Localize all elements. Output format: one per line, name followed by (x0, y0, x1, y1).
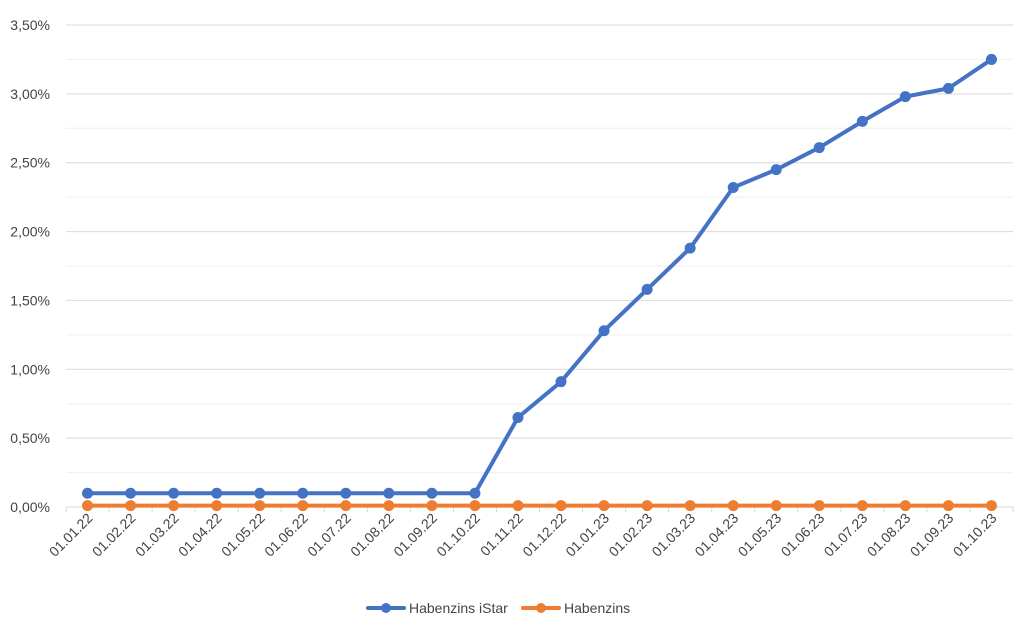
data-point (426, 500, 438, 512)
y-tick-label: 3,50% (10, 17, 50, 33)
legend: Habenzins iStar Habenzins (366, 600, 630, 616)
data-point (598, 325, 610, 337)
data-point (383, 487, 395, 499)
x-tick-label: 01.06.22 (261, 510, 311, 560)
data-point (211, 487, 223, 499)
x-tick-label: 01.07.22 (304, 510, 354, 560)
data-point (469, 487, 481, 499)
x-tick-label: 01.12.22 (519, 510, 569, 560)
x-tick-label: 01.10.23 (950, 510, 1000, 560)
data-point (770, 164, 782, 176)
data-point (340, 500, 352, 512)
legend-label: Habenzins iStar (409, 600, 508, 616)
x-tick-label: 01.02.22 (89, 510, 139, 560)
data-point (813, 142, 825, 154)
data-point (254, 487, 266, 499)
x-tick-label: 01.10.22 (433, 510, 483, 560)
gridlines (66, 24, 1013, 474)
data-point (512, 500, 524, 512)
x-tick-label: 01.08.23 (864, 510, 914, 560)
data-point (82, 487, 94, 499)
x-tick-label: 01.07.23 (821, 510, 871, 560)
x-tick-label: 01.05.23 (735, 510, 785, 560)
y-tick-label: 2,00% (10, 224, 50, 240)
x-tick-label: 01.09.23 (907, 510, 957, 560)
data-point (340, 487, 352, 499)
data-point (598, 500, 610, 512)
data-point (168, 487, 180, 499)
data-point (82, 500, 94, 512)
data-point (426, 487, 438, 499)
data-point (125, 500, 137, 512)
data-point (942, 82, 954, 94)
data-point (899, 500, 911, 512)
x-tick-label: 01.02.23 (605, 510, 655, 560)
data-point (684, 500, 696, 512)
data-point (297, 487, 309, 499)
data-point (555, 376, 567, 388)
data-point (125, 487, 137, 499)
data-point (641, 283, 653, 295)
legend-item: Habenzins (521, 600, 630, 616)
x-tick-label: 01.08.22 (347, 510, 397, 560)
x-axis (65, 506, 1014, 512)
series-0 (82, 53, 997, 499)
x-tick-label: 01.09.22 (390, 510, 440, 560)
data-point (684, 242, 696, 254)
y-tick-label: 1,50% (10, 292, 50, 308)
data-point (641, 500, 653, 512)
data-point (985, 500, 997, 512)
data-point (168, 500, 180, 512)
series-1 (82, 500, 997, 512)
data-point (254, 500, 266, 512)
y-tick-label: 0,00% (10, 499, 50, 515)
data-point (942, 500, 954, 512)
x-tick-label: 01.04.23 (691, 510, 741, 560)
x-tick-label: 01.03.22 (132, 510, 182, 560)
y-tick-label: 0,50% (10, 430, 50, 446)
data-point (555, 500, 567, 512)
legend-label: Habenzins (564, 600, 630, 616)
legend-swatch-marker (381, 603, 391, 613)
data-point (211, 500, 223, 512)
data-point (856, 500, 868, 512)
x-tick-label: 01.06.23 (778, 510, 828, 560)
x-tick-label: 01.04.22 (175, 510, 225, 560)
legend-swatch-marker (536, 603, 546, 613)
data-point (770, 500, 782, 512)
series-group (82, 53, 997, 512)
x-tick-label: 01.11.22 (477, 510, 526, 559)
series-line (85, 57, 994, 496)
x-tick-label: 01.03.23 (648, 510, 698, 560)
data-point (813, 500, 825, 512)
data-point (856, 115, 868, 127)
legend-item: Habenzins iStar (366, 600, 508, 616)
data-point (727, 182, 739, 194)
x-tick-label: 01.01.23 (562, 510, 612, 560)
data-point (899, 91, 911, 103)
data-point (297, 500, 309, 512)
data-point (469, 500, 481, 512)
y-tick-label: 3,00% (10, 86, 50, 102)
data-point (985, 53, 997, 65)
y-tick-label: 2,50% (10, 155, 50, 171)
data-point (512, 411, 524, 423)
data-point (727, 500, 739, 512)
x-tick-label: 01.01.22 (46, 510, 96, 560)
y-tick-label: 1,00% (10, 361, 50, 377)
x-axis-tick-labels: 01.01.2201.02.2201.03.2201.04.2201.05.22… (46, 510, 1000, 560)
data-point (383, 500, 395, 512)
x-tick-label: 01.05.22 (218, 510, 268, 560)
y-axis-tick-labels: 0,00% 0,50% 1,00% 1,50% 2,00% 2,50% 3,00% 3,50% (10, 17, 50, 515)
